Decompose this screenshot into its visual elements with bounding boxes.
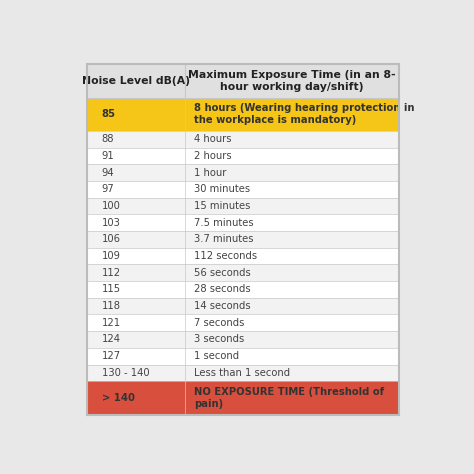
Text: 4 hours: 4 hours — [194, 134, 231, 144]
Text: 124: 124 — [101, 335, 120, 345]
Bar — [87, 181, 399, 198]
Text: NO EXPOSURE TIME (Threshold of
pain): NO EXPOSURE TIME (Threshold of pain) — [194, 387, 384, 409]
Text: 30 minutes: 30 minutes — [194, 184, 250, 194]
Text: 2 hours: 2 hours — [194, 151, 231, 161]
Text: 14 seconds: 14 seconds — [194, 301, 250, 311]
Text: 91: 91 — [101, 151, 114, 161]
Bar — [87, 214, 399, 231]
Bar — [87, 264, 399, 281]
Bar — [87, 348, 399, 365]
Bar — [87, 365, 399, 381]
Bar — [87, 381, 399, 415]
Text: Less than 1 second: Less than 1 second — [194, 368, 290, 378]
Bar — [87, 98, 399, 131]
Text: 56 seconds: 56 seconds — [194, 268, 250, 278]
Text: > 140: > 140 — [101, 393, 135, 403]
Text: 88: 88 — [101, 134, 114, 144]
Bar — [87, 164, 399, 181]
Text: 3 seconds: 3 seconds — [194, 335, 244, 345]
Text: 112: 112 — [101, 268, 121, 278]
Bar — [87, 64, 399, 415]
Text: 8 hours (Wearing hearing protection in
the workplace is mandatory): 8 hours (Wearing hearing protection in t… — [194, 103, 414, 125]
Text: 106: 106 — [101, 234, 120, 245]
Text: Maximum Exposure Time (in an 8-
hour working day/shift): Maximum Exposure Time (in an 8- hour wor… — [188, 70, 396, 91]
Text: 28 seconds: 28 seconds — [194, 284, 250, 294]
Text: 1 second: 1 second — [194, 351, 239, 361]
Text: 118: 118 — [101, 301, 120, 311]
Text: 100: 100 — [101, 201, 120, 211]
Text: 109: 109 — [101, 251, 120, 261]
Text: 127: 127 — [101, 351, 121, 361]
Bar — [87, 198, 399, 214]
Text: 94: 94 — [101, 168, 114, 178]
Text: 85: 85 — [101, 109, 116, 119]
Text: 121: 121 — [101, 318, 121, 328]
Text: 1 hour: 1 hour — [194, 168, 226, 178]
Text: 7 seconds: 7 seconds — [194, 318, 244, 328]
Text: 115: 115 — [101, 284, 121, 294]
Bar — [87, 248, 399, 264]
Bar — [87, 231, 399, 248]
Bar — [87, 314, 399, 331]
Bar — [87, 331, 399, 348]
Text: 112 seconds: 112 seconds — [194, 251, 257, 261]
Text: 7.5 minutes: 7.5 minutes — [194, 218, 253, 228]
Text: 15 minutes: 15 minutes — [194, 201, 250, 211]
Text: 103: 103 — [101, 218, 120, 228]
Bar — [87, 298, 399, 314]
Text: Noise Level dB(A): Noise Level dB(A) — [82, 76, 190, 86]
Bar — [87, 281, 399, 298]
Bar — [87, 131, 399, 147]
Text: 3.7 minutes: 3.7 minutes — [194, 234, 253, 245]
Text: 97: 97 — [101, 184, 114, 194]
Bar — [87, 64, 399, 98]
Text: 130 - 140: 130 - 140 — [101, 368, 149, 378]
Bar — [87, 147, 399, 164]
